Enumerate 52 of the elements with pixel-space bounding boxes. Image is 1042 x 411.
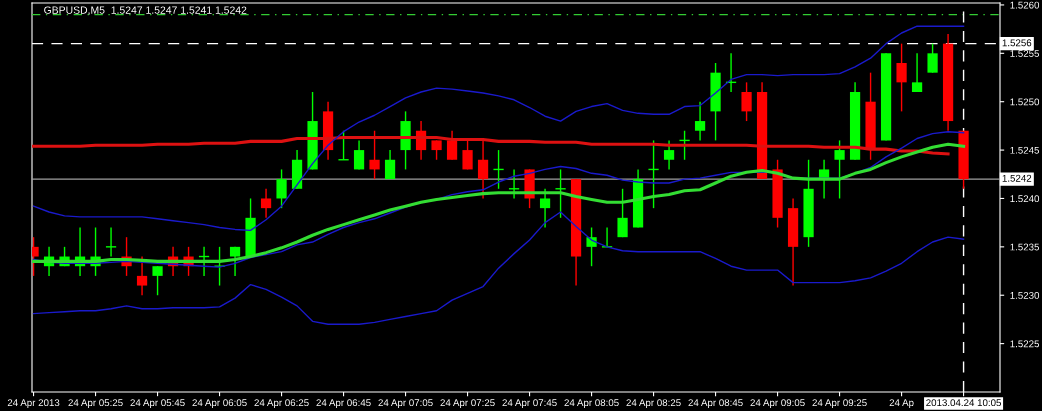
candlestick — [477, 139, 489, 200]
candlestick — [152, 265, 163, 296]
candlestick — [462, 139, 473, 171]
candlestick — [431, 139, 442, 161]
x-tick-label: 24 Apr 06:05 — [192, 399, 247, 409]
candlestick — [586, 226, 597, 267]
line-series — [32, 211, 965, 325]
line-series — [32, 25, 965, 232]
y-tick-label: 1.5260 — [1010, 1, 1040, 9]
y-tick-label: 1.5245 — [1010, 146, 1040, 154]
y-tick-label: 1.5250 — [1010, 98, 1040, 106]
candlestick — [105, 226, 117, 258]
candlestick — [694, 101, 706, 142]
x-tick-label: 24 Ap — [889, 399, 914, 409]
candlestick — [446, 130, 458, 161]
x-tick-label: 24 Apr 07:45 — [502, 399, 557, 409]
x-tick-label: 24 Apr 07:05 — [378, 399, 433, 409]
y-tick-label: 1.5235 — [1010, 243, 1040, 251]
y-tick-label: 1.5225 — [1010, 340, 1040, 348]
y-tick-label: 1.5255 — [1010, 50, 1040, 57]
candlestick — [260, 188, 272, 219]
x-tick-label: 24 Apr 2013 — [7, 399, 60, 409]
chart-title: GBPUSD,M5 1.5247 1.5247 1.5241 1.5242 — [44, 6, 247, 15]
ref-line-label: 1.5242 — [1002, 174, 1032, 182]
candlestick — [741, 81, 752, 122]
x-tick-label: 24 Apr 08:45 — [688, 399, 743, 409]
candlestick — [834, 139, 845, 200]
x-tick-label: 24 Apr 06:25 — [254, 399, 309, 409]
candlestick — [539, 188, 551, 229]
x-tick-label: 24 Apr 05:25 — [68, 399, 123, 409]
x-tick-label: 24 Apr 05:45 — [130, 399, 185, 409]
candlestick — [276, 168, 287, 209]
x-tick-label: 24 Apr 08:05 — [564, 399, 619, 409]
x-tick-label: 24 Apr 06:45 — [316, 399, 371, 409]
x-tick-label: 24 Apr 08:25 — [626, 399, 681, 409]
x-tick-label: 24 Apr 07:25 — [440, 399, 495, 409]
candlestick — [927, 42, 938, 74]
x-tick-label: 2013.04.24 10:05 — [926, 399, 1002, 407]
candlestick — [229, 246, 241, 277]
candlestick — [369, 130, 380, 180]
candlestick — [911, 52, 923, 93]
y-tick-label: 1.5240 — [1010, 195, 1040, 203]
candlestick — [896, 42, 907, 113]
candlestick — [384, 149, 396, 180]
candlestick — [663, 139, 675, 171]
y-tick-label: 1.5230 — [1010, 291, 1040, 299]
candlestick — [136, 255, 148, 296]
x-tick-label: 24 Apr 09:05 — [750, 399, 805, 409]
ref-line-label: 1.5256 — [1002, 39, 1032, 47]
x-tick-label: 24 Apr 09:25 — [812, 399, 867, 409]
candlestick — [353, 139, 365, 171]
candlestick — [617, 188, 628, 238]
